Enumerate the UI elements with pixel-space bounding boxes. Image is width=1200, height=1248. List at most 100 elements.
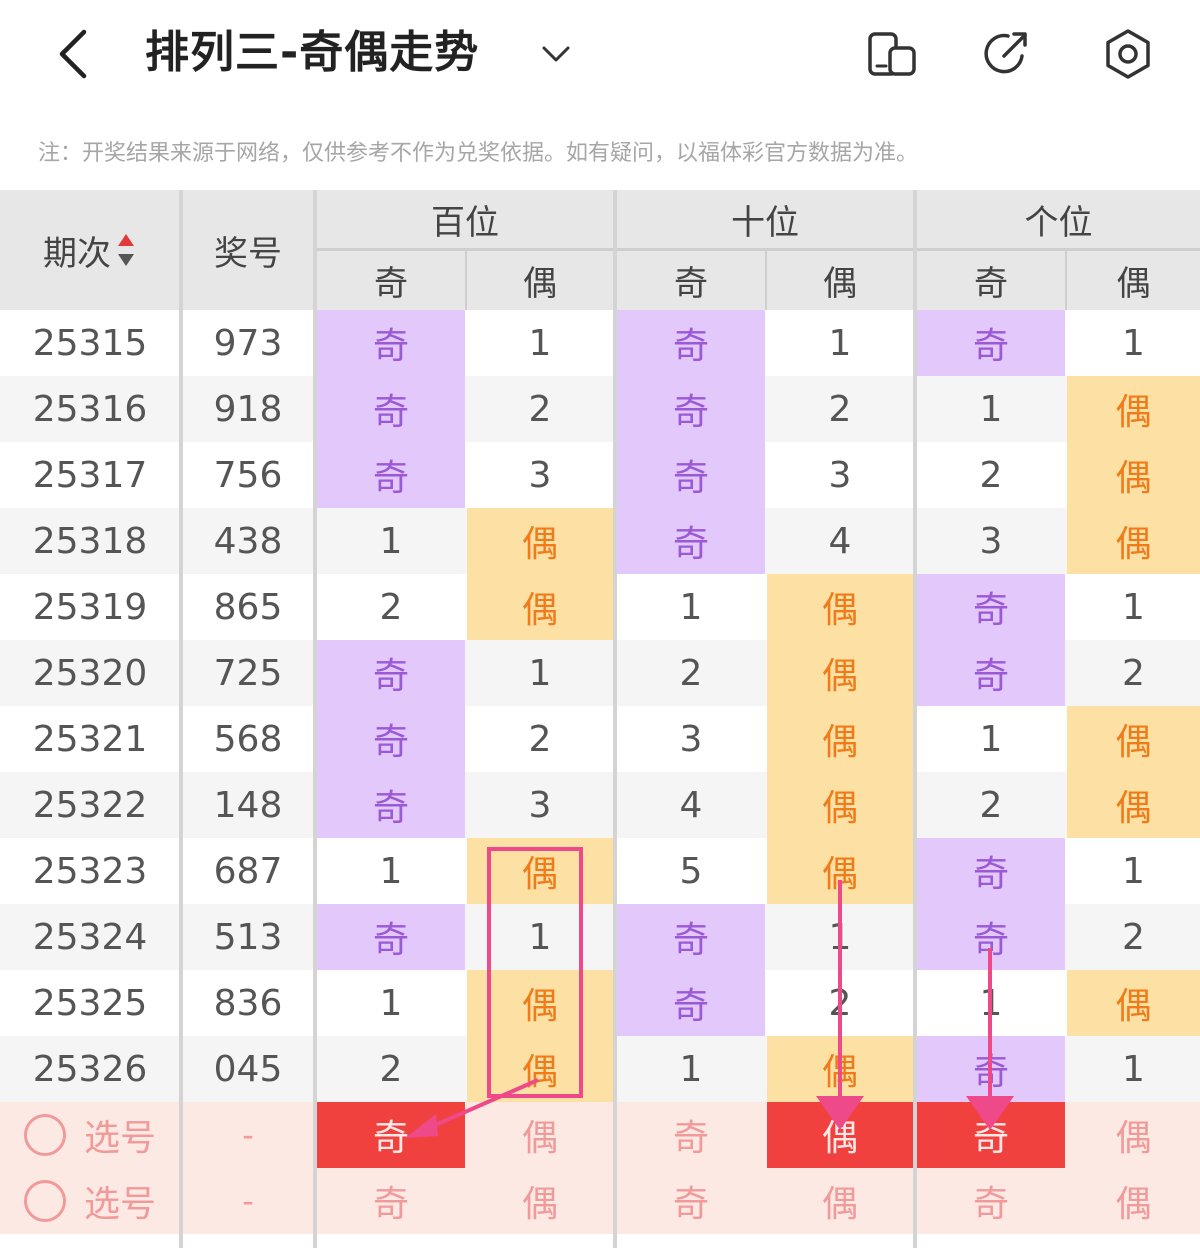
radio-button[interactable] bbox=[24, 1180, 66, 1222]
odd-marker: 奇 bbox=[917, 574, 1065, 640]
miss-count: 4 bbox=[767, 508, 913, 574]
odd-marker: 奇 bbox=[917, 640, 1065, 706]
issue-cell: 25320 bbox=[0, 640, 180, 706]
even-marker: 偶 bbox=[1067, 508, 1200, 574]
odd-marker: 奇 bbox=[317, 310, 465, 376]
miss-count: 3 bbox=[467, 772, 613, 838]
miss-count: 2 bbox=[467, 376, 613, 442]
units-header: 个位 bbox=[917, 190, 1200, 248]
odd-marker: 奇 bbox=[317, 772, 465, 838]
miss-count: 1 bbox=[467, 310, 613, 376]
issue-header[interactable]: 期次 bbox=[0, 190, 180, 310]
pick-even-option[interactable]: 偶 bbox=[1067, 1168, 1200, 1234]
pick-odd-option[interactable]: 奇 bbox=[617, 1168, 765, 1234]
even-marker: 偶 bbox=[767, 772, 913, 838]
tens-header: 十位 bbox=[617, 190, 913, 248]
miss-count: 1 bbox=[917, 970, 1065, 1036]
odd-marker: 奇 bbox=[917, 310, 1065, 376]
issue-header-label: 期次 bbox=[43, 226, 111, 275]
miss-count: 2 bbox=[917, 442, 1065, 508]
odd-marker: 奇 bbox=[617, 442, 765, 508]
number-cell: 148 bbox=[183, 772, 313, 838]
pick-odd-option[interactable]: 奇 bbox=[917, 1102, 1065, 1168]
issue-cell: 25322 bbox=[0, 772, 180, 838]
pick-even-option[interactable]: 偶 bbox=[767, 1168, 913, 1234]
number-header: 奖号 bbox=[183, 190, 313, 310]
issue-cell: 25315 bbox=[0, 310, 180, 376]
page-title[interactable]: 排列三-奇偶走势 bbox=[145, 22, 479, 84]
miss-count: 1 bbox=[1067, 1036, 1200, 1102]
pick-odd-option[interactable]: 奇 bbox=[917, 1168, 1065, 1234]
even-marker: 偶 bbox=[767, 1036, 913, 1102]
miss-count: 1 bbox=[1067, 310, 1200, 376]
odd-marker: 奇 bbox=[617, 310, 765, 376]
chevron-left-icon[interactable] bbox=[50, 24, 100, 84]
chevron-down-icon[interactable] bbox=[538, 36, 574, 72]
pick-label[interactable]: 选号 bbox=[84, 1168, 156, 1234]
hundreds-even-header: 偶 bbox=[467, 251, 613, 310]
radio-button[interactable] bbox=[24, 1114, 66, 1156]
odd-marker: 奇 bbox=[317, 706, 465, 772]
number-cell: 687 bbox=[183, 838, 313, 904]
miss-count: 2 bbox=[767, 970, 913, 1036]
tens-even-header: 偶 bbox=[767, 251, 913, 310]
odd-marker: 奇 bbox=[617, 376, 765, 442]
pick-even-option[interactable]: 偶 bbox=[767, 1102, 913, 1168]
miss-count: 1 bbox=[317, 838, 465, 904]
pick-odd-option[interactable]: 奇 bbox=[617, 1102, 765, 1168]
issue-cell: 25324 bbox=[0, 904, 180, 970]
units-even-header: 偶 bbox=[1067, 251, 1200, 310]
issue-cell: 25326 bbox=[0, 1036, 180, 1102]
hundreds-header: 百位 bbox=[317, 190, 613, 248]
sort-icon[interactable] bbox=[115, 230, 137, 270]
odd-marker: 奇 bbox=[317, 442, 465, 508]
layout-toggle-icon[interactable] bbox=[864, 26, 920, 82]
share-icon[interactable] bbox=[978, 26, 1034, 82]
miss-count: 2 bbox=[467, 706, 613, 772]
even-marker: 偶 bbox=[467, 1036, 613, 1102]
miss-count: 1 bbox=[317, 508, 465, 574]
pick-label[interactable]: 选号 bbox=[84, 1102, 156, 1168]
tens-odd-header: 奇 bbox=[617, 251, 765, 310]
even-marker: 偶 bbox=[467, 970, 613, 1036]
pick-odd-option[interactable]: 奇 bbox=[317, 1102, 465, 1168]
miss-count: 5 bbox=[617, 838, 765, 904]
miss-count: 1 bbox=[467, 904, 613, 970]
pick-even-option[interactable]: 偶 bbox=[467, 1102, 613, 1168]
odd-marker: 奇 bbox=[317, 376, 465, 442]
settings-icon[interactable] bbox=[1100, 26, 1156, 82]
even-marker: 偶 bbox=[1067, 706, 1200, 772]
issue-cell: 25317 bbox=[0, 442, 180, 508]
issue-cell: 25325 bbox=[0, 970, 180, 1036]
odd-marker: 奇 bbox=[617, 970, 765, 1036]
even-marker: 偶 bbox=[467, 508, 613, 574]
pick-even-option[interactable]: 偶 bbox=[467, 1168, 613, 1234]
pick-even-option[interactable]: 偶 bbox=[1067, 1102, 1200, 1168]
top-bar: 排列三-奇偶走势 bbox=[0, 0, 1200, 110]
pick-odd-option[interactable]: 奇 bbox=[317, 1168, 465, 1234]
miss-count: 3 bbox=[467, 442, 613, 508]
disclaimer-note: 注：开奖结果来源于网络，仅供参考不作为兑奖依据。如有疑问，以福体彩官方数据为准。 bbox=[38, 138, 918, 170]
miss-count: 2 bbox=[317, 574, 465, 640]
miss-count: 2 bbox=[767, 376, 913, 442]
number-cell: 865 bbox=[183, 574, 313, 640]
miss-count: 3 bbox=[917, 508, 1065, 574]
miss-count: 2 bbox=[317, 1036, 465, 1102]
odd-marker: 奇 bbox=[917, 1036, 1065, 1102]
hundreds-odd-header: 奇 bbox=[317, 251, 465, 310]
miss-count: 1 bbox=[467, 640, 613, 706]
odd-marker: 奇 bbox=[917, 838, 1065, 904]
number-cell: 756 bbox=[183, 442, 313, 508]
even-marker: 偶 bbox=[767, 640, 913, 706]
even-marker: 偶 bbox=[1067, 376, 1200, 442]
issue-cell: 25323 bbox=[0, 838, 180, 904]
issue-cell: 25321 bbox=[0, 706, 180, 772]
miss-count: 3 bbox=[767, 442, 913, 508]
miss-count: 1 bbox=[767, 310, 913, 376]
miss-count: 2 bbox=[1067, 904, 1200, 970]
number-cell: 973 bbox=[183, 310, 313, 376]
miss-count: 2 bbox=[917, 772, 1065, 838]
odd-marker: 奇 bbox=[617, 904, 765, 970]
odd-marker: 奇 bbox=[617, 508, 765, 574]
number-cell: 836 bbox=[183, 970, 313, 1036]
